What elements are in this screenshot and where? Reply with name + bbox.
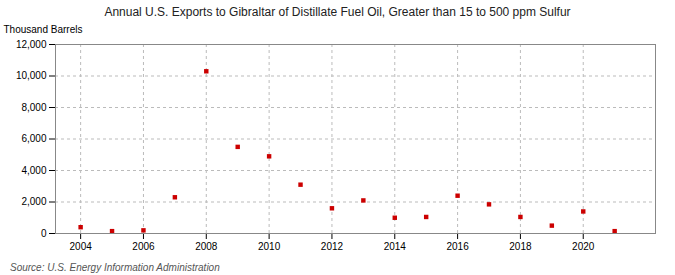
- svg-text:Thousand Barrels: Thousand Barrels: [4, 24, 83, 35]
- svg-text:2006: 2006: [132, 241, 155, 252]
- html-text:Source: U.S. Energy Informatio: Source: U.S. Energy Information Administ…: [10, 262, 220, 273]
- svg-text:2016: 2016: [446, 241, 469, 252]
- svg-text:2,000: 2,000: [21, 196, 46, 207]
- svg-text:10,000: 10,000: [16, 70, 47, 81]
- svg-text:4,000: 4,000: [21, 165, 46, 176]
- svg-text:12,000: 12,000: [16, 39, 47, 50]
- svg-text:2008: 2008: [195, 241, 218, 252]
- svg-text:2018: 2018: [509, 241, 532, 252]
- svg-text:2010: 2010: [258, 241, 281, 252]
- html-text:Annual U.S. Exports to Gibralt: Annual U.S. Exports to Gibraltar of Dist…: [104, 5, 571, 19]
- svg-text:0: 0: [41, 228, 47, 239]
- svg-text:2004: 2004: [70, 241, 93, 252]
- svg-text:2020: 2020: [572, 241, 595, 252]
- svg-text:2014: 2014: [384, 241, 407, 252]
- svg-text:8,000: 8,000: [21, 102, 46, 113]
- svg-text:2012: 2012: [321, 241, 344, 252]
- svg-text:6,000: 6,000: [21, 133, 46, 144]
